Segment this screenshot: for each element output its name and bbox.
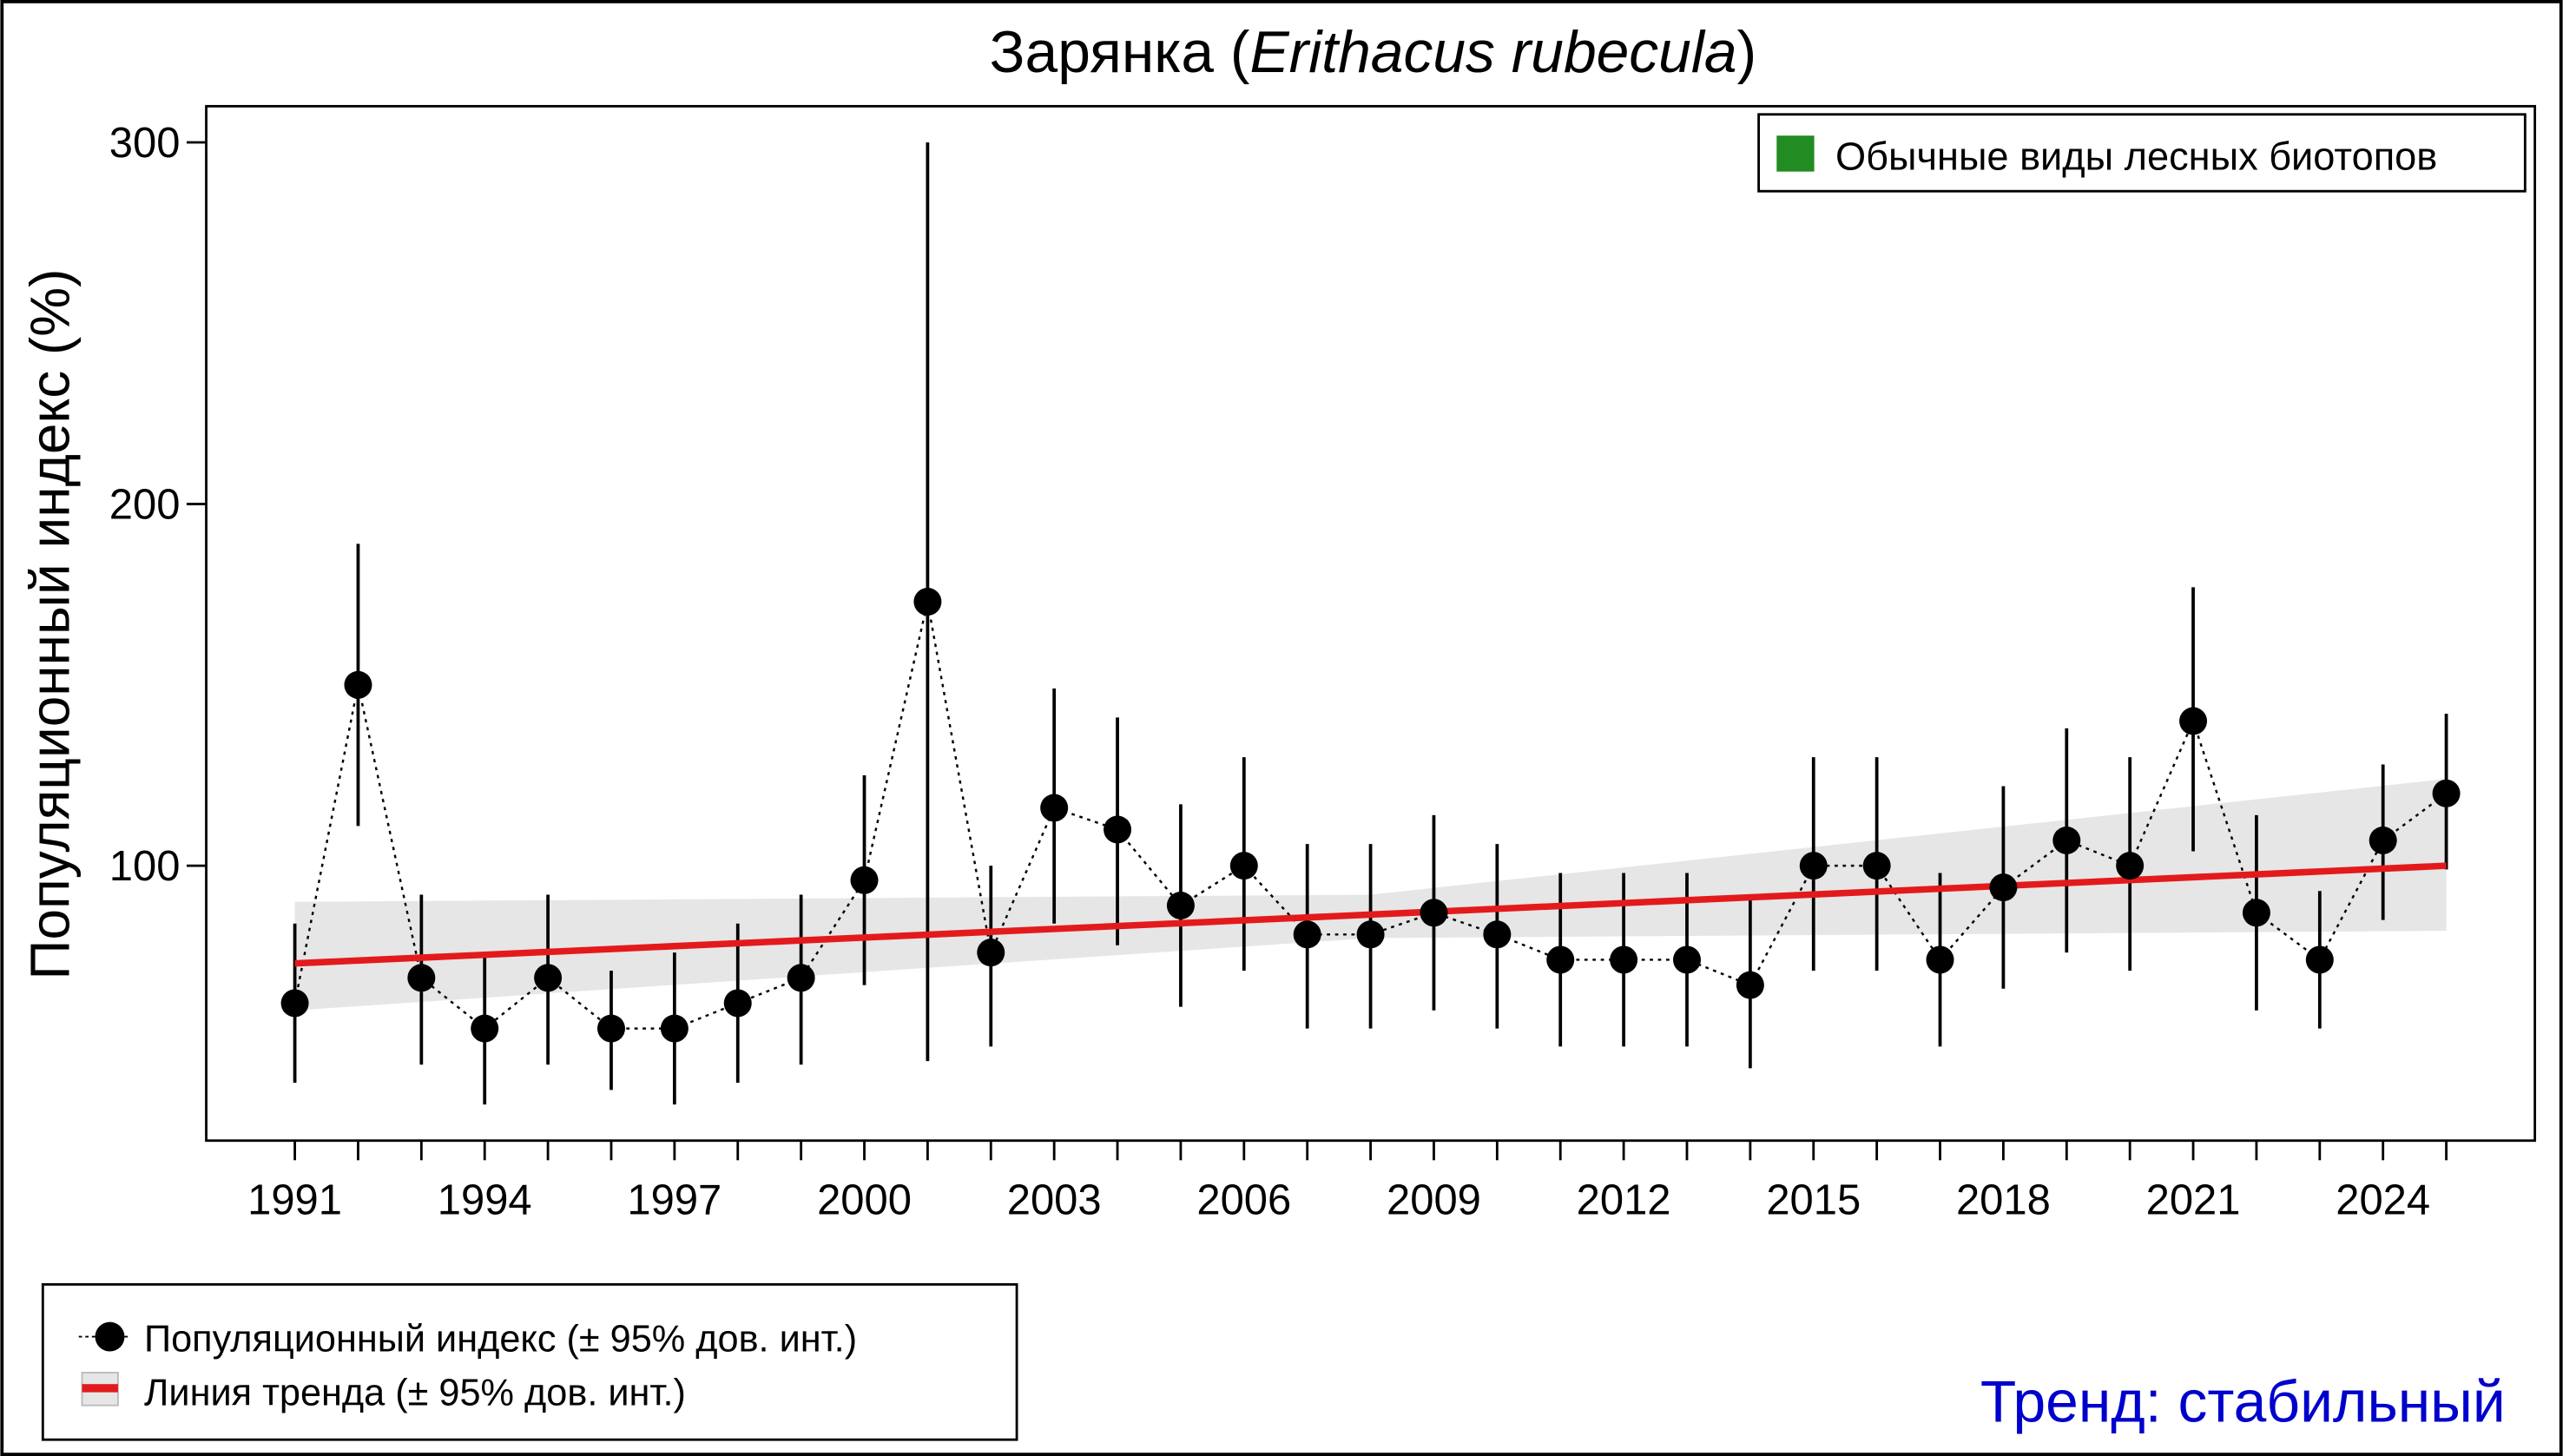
x-tick-label: 2015	[1766, 1176, 1861, 1223]
x-tick-label: 2003	[1007, 1176, 1102, 1223]
legend-trend-swatch	[82, 1384, 118, 1393]
x-tick-label: 2012	[1577, 1176, 1671, 1223]
index-point	[280, 989, 309, 1018]
legend-index-marker	[95, 1321, 125, 1352]
index-point	[1926, 945, 1954, 974]
y-tick-label: 300	[109, 120, 181, 167]
index-point	[596, 1014, 625, 1043]
index-point	[723, 989, 752, 1018]
index-point	[2116, 852, 2145, 880]
index-point	[1420, 899, 1448, 927]
x-tick-label: 1991	[247, 1176, 342, 1223]
x-axis: 1991 1994 1997 2000 2003 2006 2009 2012 2015 2018…	[247, 1140, 2448, 1223]
index-point	[2305, 945, 2334, 974]
index-point	[1799, 852, 1828, 880]
index-point	[2179, 707, 2208, 735]
data-marks	[280, 142, 2461, 1105]
index-point	[2369, 826, 2397, 854]
index-point	[1356, 920, 1385, 949]
index-point	[344, 670, 372, 699]
index-point	[913, 588, 942, 616]
index-point	[1293, 920, 1321, 949]
index-point	[1229, 852, 1258, 880]
index-point	[1104, 815, 1132, 844]
x-tick-label: 2018	[1956, 1176, 2051, 1223]
index-point	[850, 866, 879, 894]
index-point	[1610, 945, 1638, 974]
index-point	[977, 939, 1005, 967]
x-tick-label: 2024	[2336, 1176, 2430, 1223]
legend-group: Обычные виды лесных биотопов	[1757, 113, 2527, 193]
legend-index-label: Популяционный индекс (± 95% дов. инт.)	[144, 1319, 857, 1360]
x-tick-label: 2006	[1196, 1176, 1291, 1223]
index-point	[1736, 971, 1764, 999]
index-point	[660, 1014, 689, 1043]
y-tick-label: 200	[109, 482, 181, 529]
index-point	[471, 1014, 499, 1043]
index-point	[1483, 920, 1512, 949]
x-tick-label: 2009	[1387, 1176, 1481, 1223]
index-point	[534, 964, 563, 992]
legend-frame	[41, 1282, 1018, 1441]
y-axis: 100 200 300	[109, 120, 207, 890]
legend: Популяционный индекс (± 95% дов. инт.) Л…	[41, 1282, 1018, 1441]
y-tick-label: 100	[109, 843, 181, 890]
x-tick-label: 1997	[627, 1176, 721, 1223]
index-point	[1862, 852, 1891, 880]
index-point	[407, 964, 436, 992]
x-tick-label: 2021	[2146, 1176, 2241, 1223]
legend-group-frame	[1757, 113, 2527, 193]
x-tick-label: 1994	[438, 1176, 532, 1223]
legend-group-swatch	[1776, 135, 1815, 172]
trend-status-text: Тренд: стабильный	[1980, 1369, 2506, 1434]
index-point	[787, 964, 815, 992]
index-point	[1989, 873, 2018, 902]
trend-confidence-band	[294, 779, 2447, 1011]
y-axis-label: Популяционный индекс (%)	[18, 269, 81, 980]
legend-trend-label: Линия тренда (± 95% дов. инт.)	[144, 1373, 686, 1414]
x-tick-label: 2000	[817, 1176, 912, 1223]
index-point	[2432, 779, 2461, 807]
legend-group-label: Обычные виды лесных биотопов	[1835, 135, 2437, 179]
index-point	[2052, 826, 2081, 854]
confidence-band-area	[294, 779, 2447, 1011]
index-point	[1672, 945, 1701, 974]
index-point	[1546, 945, 1575, 974]
trend-line	[294, 862, 2447, 967]
chart-title: Зарянка (Erithacus rubecula)	[990, 20, 1757, 85]
index-point	[1166, 891, 1195, 919]
index-point	[1040, 794, 1069, 822]
index-point	[2242, 899, 2270, 927]
